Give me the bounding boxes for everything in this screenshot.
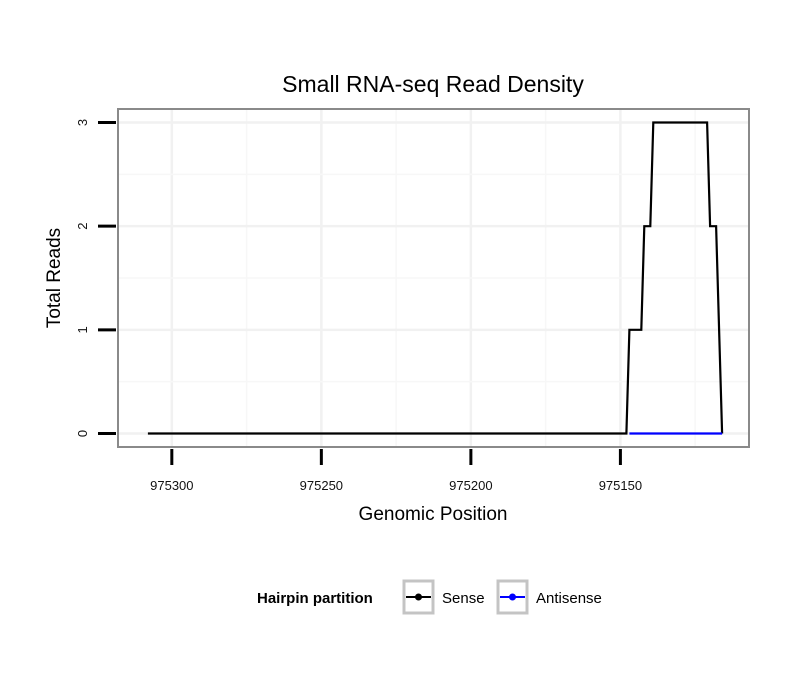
x-axis: 975300 975250 975200 975150 (150, 449, 642, 493)
legend: Hairpin partition Sense Antisense (257, 579, 602, 615)
x-axis-title: Genomic Position (359, 504, 508, 525)
y-tick-label: 2 (75, 223, 90, 230)
y-tick-label: 0 (75, 430, 90, 437)
legend-item-antisense: Antisense (496, 579, 602, 615)
legend-label-sense: Sense (442, 590, 485, 607)
y-tick-label: 3 (75, 119, 90, 126)
legend-title: Hairpin partition (257, 590, 373, 607)
x-tick-label: 975150 (599, 478, 642, 493)
plot-border (117, 108, 750, 448)
series-line-sense (147, 121, 724, 435)
chart-title: Small RNA-seq Read Density (282, 71, 584, 97)
y-tick-label: 1 (75, 326, 90, 333)
x-tick-label: 975250 (300, 478, 343, 493)
x-tick-label: 975300 (150, 478, 193, 493)
legend-label-antisense: Antisense (536, 590, 602, 607)
legend-item-sense: Sense (402, 579, 485, 615)
y-axis: 0 1 2 3 (75, 119, 116, 437)
y-axis-title: Total Reads (44, 228, 65, 328)
legend-point-sense (415, 593, 422, 601)
series-lines (147, 121, 724, 435)
legend-point-antisense (509, 593, 516, 601)
x-tick-label: 975200 (449, 478, 492, 493)
